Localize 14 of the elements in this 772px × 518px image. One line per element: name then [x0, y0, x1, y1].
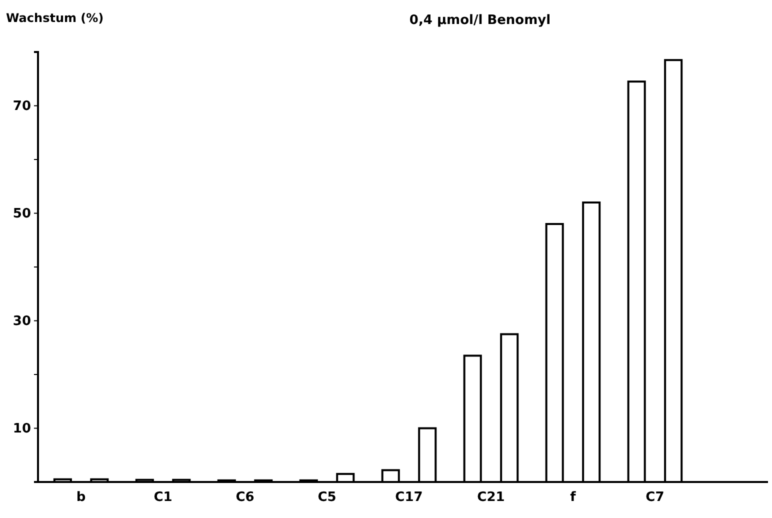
x-tick-label: b: [76, 490, 86, 506]
x-tick-label: C6: [236, 490, 254, 506]
x-tick-label: C5: [318, 490, 336, 506]
chart-title: 0,4 µmol/l Benomyl: [409, 13, 551, 28]
y-tick-label: 10: [12, 421, 31, 436]
y-tick-label: 30: [12, 314, 31, 329]
y-tick-label: 50: [12, 206, 31, 222]
x-tick-label: f: [570, 490, 576, 506]
x-tick-label: C7: [646, 490, 664, 506]
x-tick-label: C1: [154, 490, 172, 506]
y-axis-title: Wachstum (%): [6, 11, 104, 25]
x-tick-label: C21: [477, 490, 505, 506]
x-tick-label: C17: [395, 490, 423, 506]
y-tick-label: 70: [12, 98, 31, 114]
